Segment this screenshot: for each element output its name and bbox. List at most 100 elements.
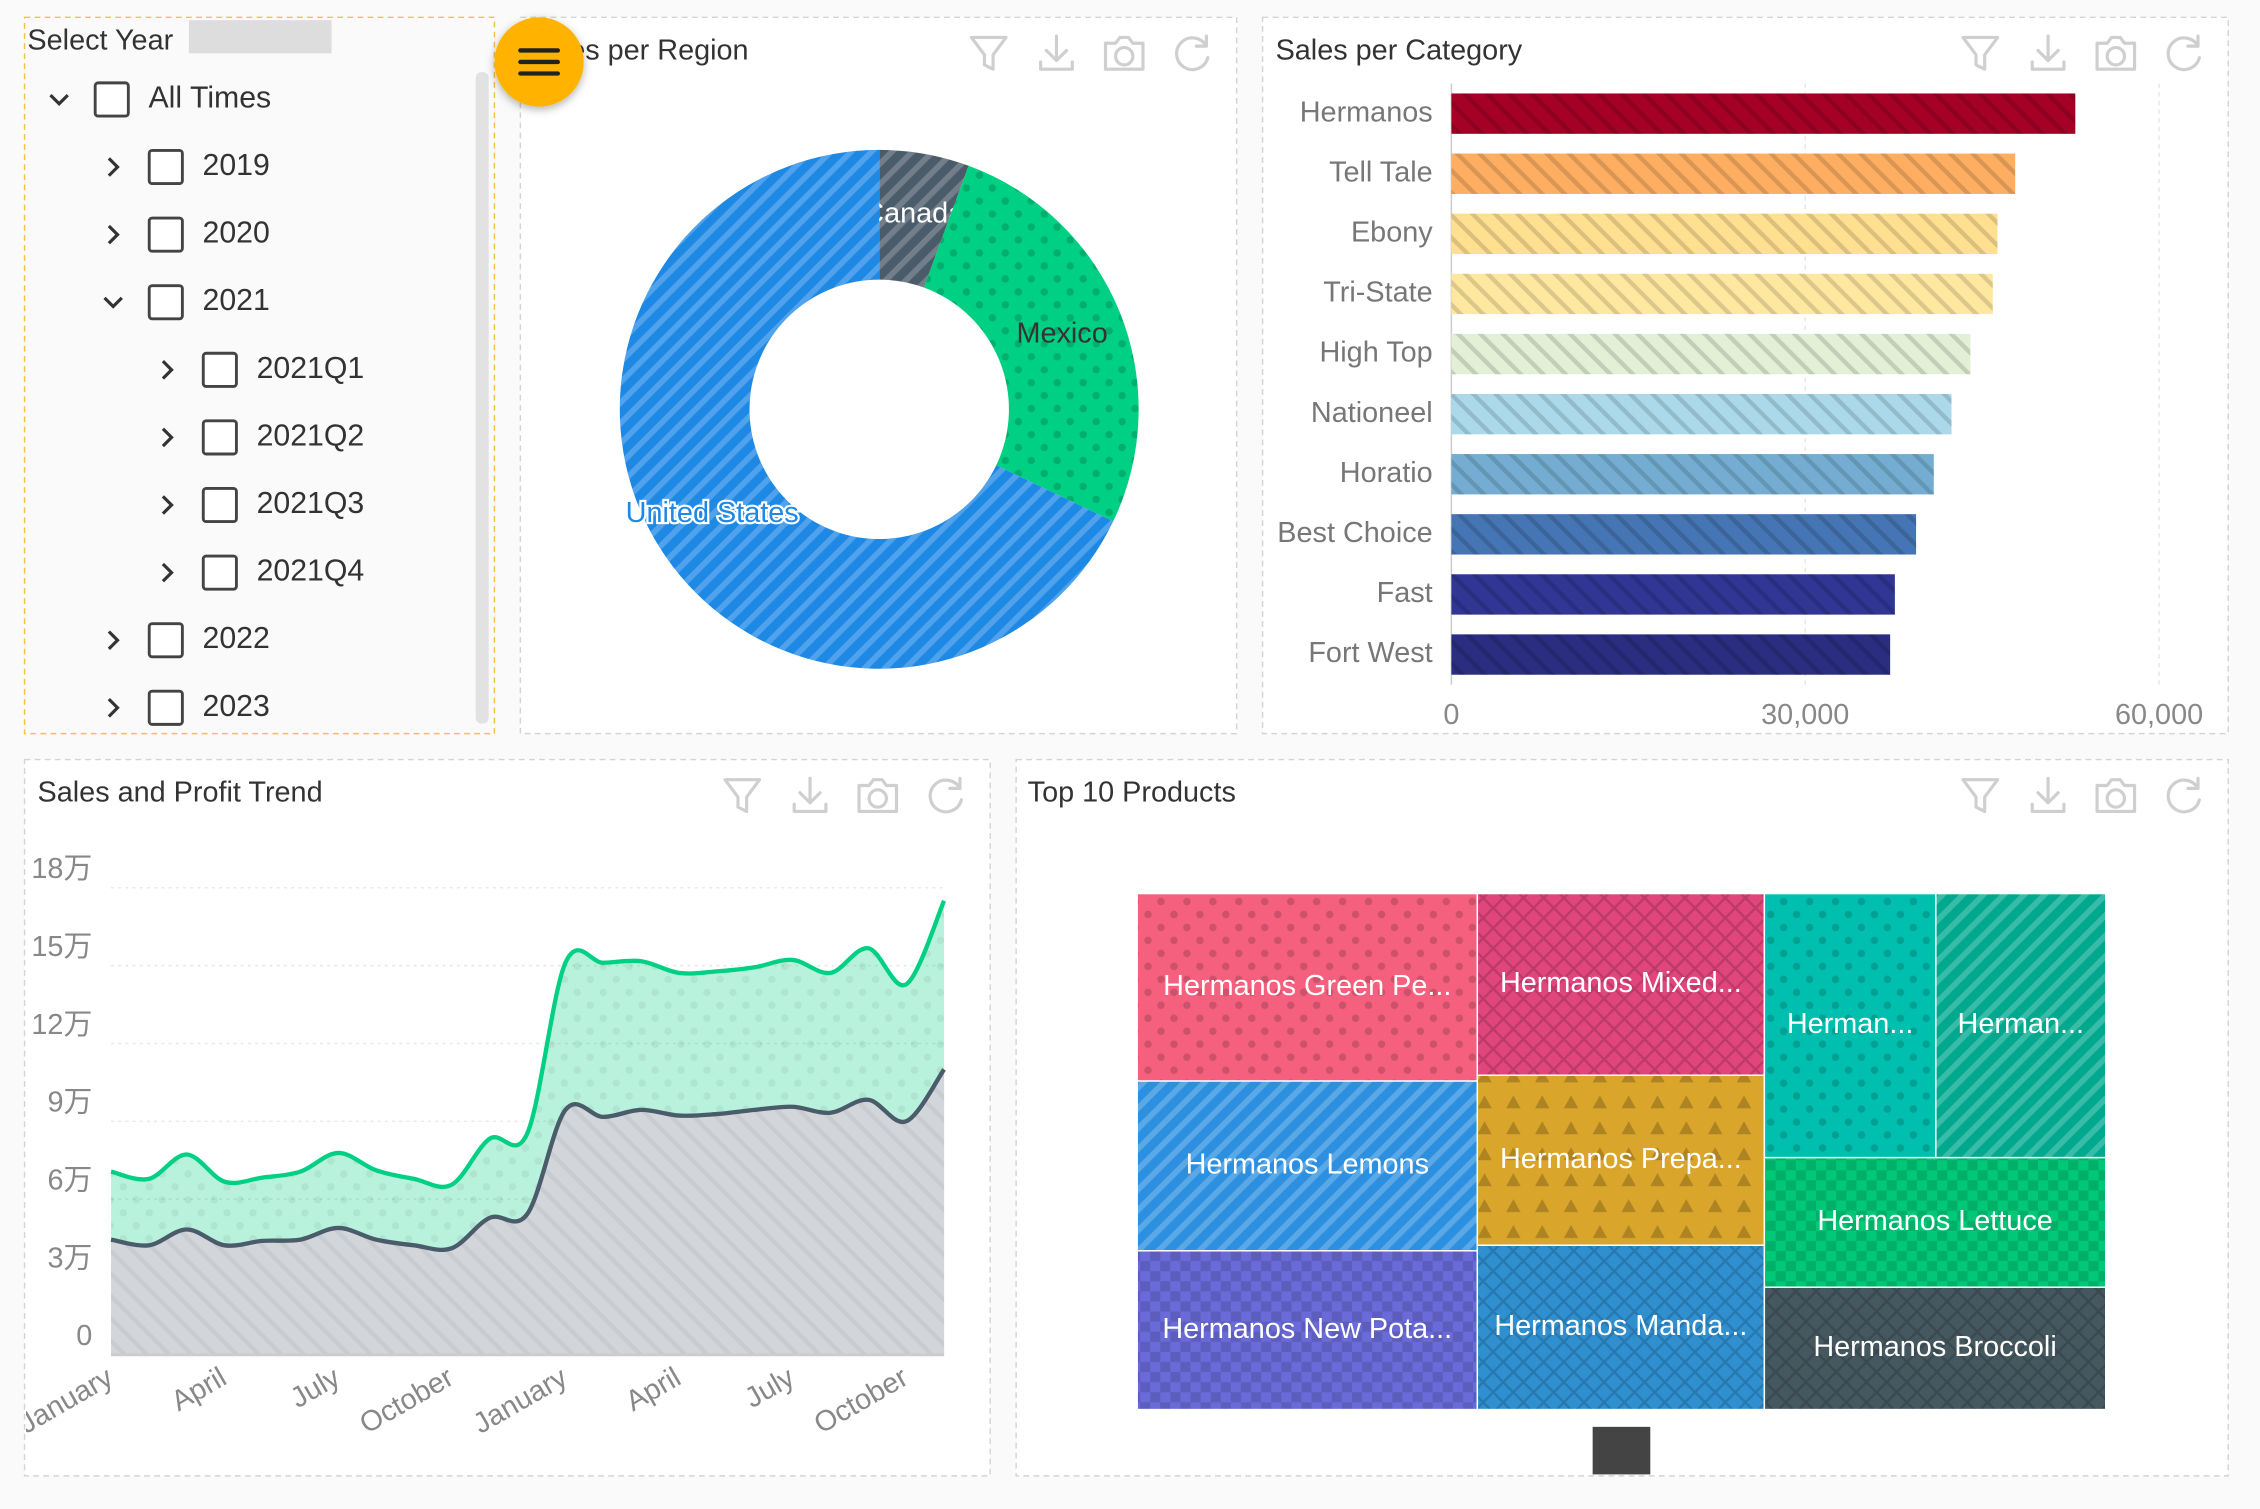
checkbox[interactable] bbox=[201, 554, 238, 591]
tree-item-label[interactable]: 2022 bbox=[203, 622, 270, 655]
checkbox[interactable] bbox=[93, 81, 130, 118]
camera-icon[interactable] bbox=[857, 778, 899, 814]
camera-icon-shape[interactable] bbox=[1103, 35, 1145, 71]
toolbars bbox=[723, 34, 2202, 814]
filter-icon[interactable] bbox=[1961, 778, 2000, 814]
y-tick-label: Horatio bbox=[1340, 457, 1433, 489]
tree-item-label[interactable]: 2021Q1 bbox=[257, 352, 365, 385]
download-icon-shape[interactable] bbox=[2030, 34, 2066, 71]
camera-icon-shape[interactable] bbox=[2095, 778, 2137, 814]
filter-title: Select Year bbox=[27, 24, 173, 56]
bar bbox=[1451, 153, 2016, 194]
chevron[interactable] bbox=[161, 562, 174, 583]
tree-item-label[interactable]: 2021Q4 bbox=[257, 555, 365, 588]
y-tick-label: Fast bbox=[1377, 577, 1433, 609]
refresh-icon[interactable] bbox=[928, 776, 963, 814]
refresh-icon-shape[interactable] bbox=[2166, 776, 2202, 814]
download-icon-shape[interactable] bbox=[792, 776, 828, 814]
y-tick-label: Nationeel bbox=[1311, 397, 1433, 429]
cell-label: Hermanos Prepa... bbox=[1500, 1143, 1742, 1175]
tree-item-label[interactable]: 2020 bbox=[203, 217, 270, 250]
panel-title: Sales per Category bbox=[1276, 34, 1523, 66]
scrollbar[interactable] bbox=[475, 72, 489, 724]
refresh-icon[interactable] bbox=[2166, 34, 2202, 72]
x-tick-label: 60,000 bbox=[2115, 699, 2203, 731]
download-icon[interactable] bbox=[1039, 34, 1074, 71]
cell-label: Herman... bbox=[1958, 1008, 2085, 1040]
filter-icon-shape[interactable] bbox=[1961, 778, 2000, 814]
tree-item-label[interactable]: 2021 bbox=[203, 284, 270, 317]
search-box[interactable] bbox=[188, 20, 332, 54]
camera-icon[interactable] bbox=[1103, 35, 1145, 71]
filter-icon-shape[interactable] bbox=[1961, 35, 2000, 71]
cell-label: Hermanos New Pota... bbox=[1162, 1313, 1452, 1345]
refresh-icon[interactable] bbox=[2166, 776, 2202, 814]
checkbox[interactable] bbox=[201, 419, 238, 456]
bar bbox=[1451, 634, 1891, 675]
cell-label: Hermanos Manda... bbox=[1494, 1310, 1747, 1342]
cell-label: Hermanos Mixed... bbox=[1500, 967, 1742, 999]
download-icon[interactable] bbox=[2030, 776, 2066, 814]
chevron[interactable] bbox=[161, 360, 174, 380]
checkbox[interactable] bbox=[201, 351, 238, 388]
chevron[interactable] bbox=[49, 94, 69, 107]
bar bbox=[1451, 574, 1895, 615]
filter-icon-shape[interactable] bbox=[969, 35, 1008, 71]
x-tick-label: 0 bbox=[1443, 699, 1459, 731]
y-tick-label: Best Choice bbox=[1277, 517, 1432, 549]
refresh-icon-shape[interactable] bbox=[1175, 34, 1210, 72]
checkbox[interactable] bbox=[147, 216, 184, 253]
bar bbox=[1451, 514, 1917, 555]
camera-icon-shape[interactable] bbox=[2095, 35, 2137, 71]
download-icon-shape[interactable] bbox=[2030, 776, 2066, 814]
refresh-icon-shape[interactable] bbox=[2166, 34, 2202, 72]
filter-icon[interactable] bbox=[1961, 35, 2000, 71]
filter-icon-shape[interactable] bbox=[723, 778, 762, 814]
treemap-chart: Hermanos Green Pe... Hermanos Lemons Herma… bbox=[1136, 892, 2107, 1411]
chevron[interactable] bbox=[107, 157, 120, 177]
cell-label: Hermanos Broccoli bbox=[1813, 1331, 2056, 1363]
tree: All Times 2019 2020 2021 2021Q1 2021Q2 2021Q3 2… bbox=[49, 81, 365, 726]
bar bbox=[1451, 273, 1993, 315]
y-tick-label: 9万 bbox=[47, 1087, 92, 1119]
tree-item-label[interactable]: 2021Q2 bbox=[257, 419, 365, 452]
panel-title: Sales and Profit Trend bbox=[38, 777, 323, 809]
bar bbox=[1451, 393, 1952, 435]
download-icon[interactable] bbox=[2030, 34, 2066, 71]
checkbox[interactable] bbox=[201, 487, 238, 524]
menu-icon[interactable] bbox=[518, 48, 560, 76]
tree-item-label[interactable]: 2023 bbox=[203, 690, 270, 723]
download-icon[interactable] bbox=[792, 776, 828, 814]
pager-box[interactable] bbox=[1592, 1426, 1651, 1475]
chevron[interactable] bbox=[103, 296, 123, 309]
chevron[interactable] bbox=[107, 698, 120, 718]
y-tick-label: Fort West bbox=[1308, 637, 1432, 669]
refresh-icon[interactable] bbox=[1175, 34, 1210, 72]
panel-title: Top 10 Products bbox=[1028, 777, 1236, 809]
tree-item-label[interactable]: All Times bbox=[149, 81, 272, 114]
x-tick-label: 30,000 bbox=[1761, 699, 1849, 731]
checkbox[interactable] bbox=[147, 284, 184, 321]
chevron[interactable] bbox=[107, 630, 120, 650]
chevron[interactable] bbox=[161, 427, 174, 448]
camera-icon-shape[interactable] bbox=[857, 778, 899, 814]
refresh-icon-shape[interactable] bbox=[928, 776, 963, 814]
camera-icon[interactable] bbox=[2095, 778, 2137, 814]
checkbox[interactable] bbox=[147, 622, 184, 659]
filter-icon[interactable] bbox=[969, 35, 1008, 71]
tree-item-label[interactable]: 2019 bbox=[203, 149, 270, 182]
y-tick-label: 6万 bbox=[47, 1164, 92, 1196]
chevron[interactable] bbox=[161, 495, 174, 515]
checkbox[interactable] bbox=[147, 689, 184, 726]
tree-item-label[interactable]: 2021Q3 bbox=[257, 487, 365, 520]
filter-panel bbox=[23, 16, 496, 735]
camera-icon[interactable] bbox=[2095, 35, 2137, 71]
download-icon-shape[interactable] bbox=[1039, 34, 1074, 71]
chevron[interactable] bbox=[107, 224, 120, 245]
y-tick-label: Hermanos bbox=[1300, 96, 1433, 128]
menu-button[interactable] bbox=[494, 17, 584, 107]
filter-icon[interactable] bbox=[723, 778, 762, 814]
cell-label: Herman... bbox=[1787, 1008, 1914, 1040]
checkbox[interactable] bbox=[147, 149, 184, 186]
cell-label: Hermanos Lettuce bbox=[1817, 1205, 2052, 1237]
